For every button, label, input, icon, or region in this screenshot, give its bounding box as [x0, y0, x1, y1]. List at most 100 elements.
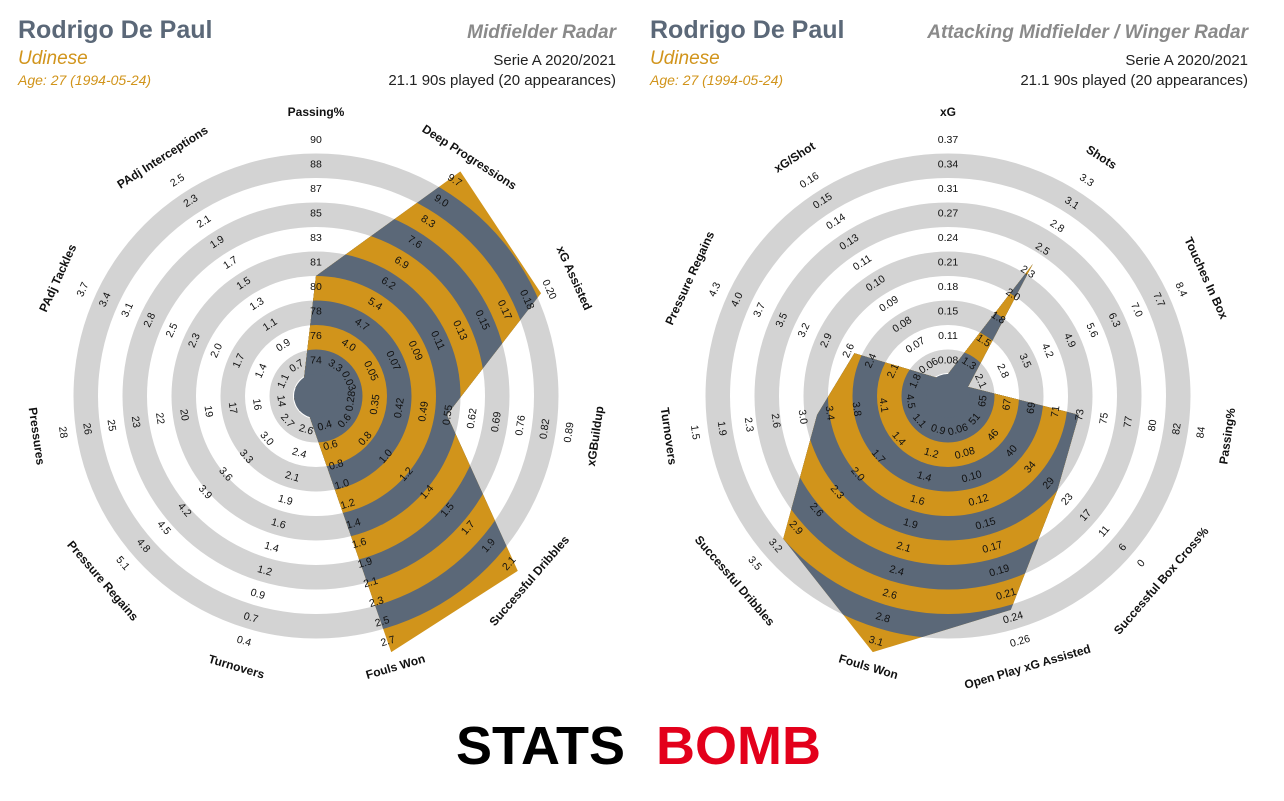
- axis-tick-label: 90: [310, 134, 322, 146]
- axis-tick-label: 2.1: [895, 540, 913, 556]
- axis-tick-label: 84: [1194, 426, 1208, 439]
- radar-title: Midfielder Radar: [467, 22, 616, 43]
- axis-tick-label: 2.7: [379, 634, 397, 650]
- axis-tick-label: 1.7: [230, 352, 247, 370]
- axis-tick-label: 2.1: [362, 575, 380, 591]
- season-label: Serie A 2020/2021: [1125, 52, 1248, 69]
- axis-tick-label: 0.62: [465, 407, 480, 429]
- axis-tick-label: 82: [1170, 422, 1184, 435]
- axis-tick-label: 0.15: [938, 305, 959, 317]
- axis-tick-label: 3.5: [773, 311, 790, 329]
- team-name: Udinese: [18, 48, 88, 69]
- axis-tick-label: 22: [153, 412, 167, 425]
- axis-tick-label: 3.5: [1017, 352, 1034, 370]
- axis-tick-label: 77: [1122, 415, 1136, 428]
- radar-chart: 74767880818385878890Passing%3.34.04.75.4…: [26, 105, 607, 682]
- axis-tick-label: 1.6: [270, 516, 288, 532]
- axis-tick-label: 0.08: [953, 445, 976, 462]
- radar-panel-attacking: Rodrigo De Paul Udinese Age: 27 (1994-05…: [632, 0, 1264, 700]
- axis-tick-label: 0.27: [938, 207, 959, 219]
- axis-tick-label: 14: [274, 394, 288, 407]
- axis-tick-label: 67: [1000, 398, 1014, 411]
- metric-label: Turnovers: [658, 407, 680, 467]
- axis-tick-label: 23: [129, 415, 143, 428]
- axis-tick-label: 0.10: [960, 468, 983, 485]
- axis-tick-label: 4.9: [1061, 331, 1078, 349]
- axis-tick-label: 0.9: [929, 422, 947, 438]
- axis-tick-label: 0.76: [513, 414, 528, 436]
- player-age: Age: 27 (1994-05-24): [18, 72, 152, 88]
- axis-tick-label: 2.4: [290, 446, 308, 462]
- axis-tick-label: 1.9: [902, 516, 920, 532]
- axis-tick-label: 1.4: [916, 469, 934, 485]
- axis-tick-label: 83: [310, 232, 322, 244]
- axis-tick-label: 2.6: [769, 413, 783, 429]
- axis-tick-label: 0.4: [316, 418, 334, 434]
- axis-tick-label: 0.28: [344, 390, 359, 412]
- logo-text-stats: STATS: [456, 716, 625, 772]
- axis-tick-label: 0.24: [938, 232, 959, 244]
- metric-label: Passing%: [288, 105, 345, 119]
- radar-chart: 0.08 0.11 0.15 0.18 0.21 0.24 0.27 0.31 0.34 0.37…: [658, 105, 1239, 692]
- panel-header: Rodrigo De Paul Udinese Age: 27 (1994-05…: [650, 14, 1248, 96]
- axis-tick-label: 3.7: [751, 301, 768, 319]
- axis-tick-label: 1.8: [907, 372, 924, 390]
- axis-tick-label: 3.2: [796, 321, 813, 339]
- axis-tick-label: 4.5: [903, 393, 917, 409]
- radar-center: [294, 374, 338, 418]
- axis-tick-label: 1.4: [345, 516, 363, 532]
- metric-label: xG: [940, 105, 956, 119]
- axis-tick-label: 3.1: [119, 301, 136, 319]
- axis-tick-label: 0.4: [235, 634, 253, 650]
- axis-tick-label: 0.21: [995, 586, 1018, 603]
- axis-tick-label: 1.5: [688, 424, 702, 440]
- axis-tick-label: 2.3: [368, 594, 386, 610]
- statsbomb-logo: STATS BOMB: [456, 716, 821, 772]
- axis-tick-label: 1.2: [339, 496, 357, 512]
- axis-tick-label: 2.4: [888, 563, 906, 579]
- axis-tick-label: 0.69: [489, 411, 504, 433]
- axis-tick-label: 0.31: [938, 183, 959, 195]
- radar-center: [926, 374, 970, 418]
- axis-tick-label: 0.08: [938, 354, 959, 366]
- axis-tick-label: 1.2: [922, 446, 940, 462]
- axis-tick-label: 88: [310, 158, 322, 170]
- metric-label: Shots: [1084, 142, 1120, 172]
- axis-tick-label: 1.6: [909, 493, 927, 509]
- axis-tick-label: 0.11: [938, 330, 958, 342]
- metric-label: Pressures: [26, 406, 48, 466]
- axis-tick-label: 1.4: [263, 540, 281, 556]
- axis-tick-label: 3.0: [796, 409, 810, 425]
- player-name: Rodrigo De Paul: [650, 16, 845, 44]
- axis-tick-label: 2.4: [862, 352, 879, 370]
- axis-tick-label: 2.5: [164, 321, 181, 339]
- axis-tick-label: 5.6: [1083, 321, 1100, 339]
- axis-tick-label: 7.0: [1128, 301, 1145, 319]
- axis-tick-label: 2.9: [818, 331, 835, 349]
- axis-tick-label: 3.4: [97, 290, 114, 308]
- axis-tick-label: 4.0: [729, 290, 746, 308]
- axis-tick-label: 0.15: [974, 515, 997, 532]
- axis-tick-label: 8.4: [1173, 280, 1190, 298]
- panel-header: Rodrigo De Paul Udinese Age: 27 (1994-05…: [18, 14, 616, 96]
- axis-tick-label: 2.6: [881, 587, 899, 603]
- axis-tick-label: 20: [177, 408, 191, 421]
- axis-tick-label: 1.2: [256, 563, 274, 579]
- axis-tick-label: 4.1: [876, 397, 890, 413]
- axis-tick-label: 74: [310, 354, 322, 366]
- axis-tick-label: 71: [1049, 405, 1063, 418]
- axis-tick-label: 80: [1146, 419, 1160, 432]
- axis-tick-label: 6.3: [1106, 311, 1123, 329]
- axis-tick-label: 0.7: [242, 610, 260, 626]
- axis-tick-label: 0.06: [946, 421, 969, 438]
- axis-tick-label: 0.55: [441, 404, 456, 426]
- axis-tick-label: 1.4: [253, 362, 270, 380]
- axis-tick-label: 87: [310, 183, 322, 195]
- axis-tick-label: 0.6: [322, 438, 340, 454]
- axis-tick-label: 0.17: [981, 539, 1004, 556]
- axis-tick-label: 2.6: [297, 422, 315, 438]
- radar-title: Attacking Midfielder / Winger Radar: [927, 22, 1248, 43]
- axis-tick-label: 1.9: [277, 493, 295, 509]
- axis-tick-label: 2.8: [994, 362, 1011, 380]
- axis-tick-label: 0.89: [562, 421, 577, 443]
